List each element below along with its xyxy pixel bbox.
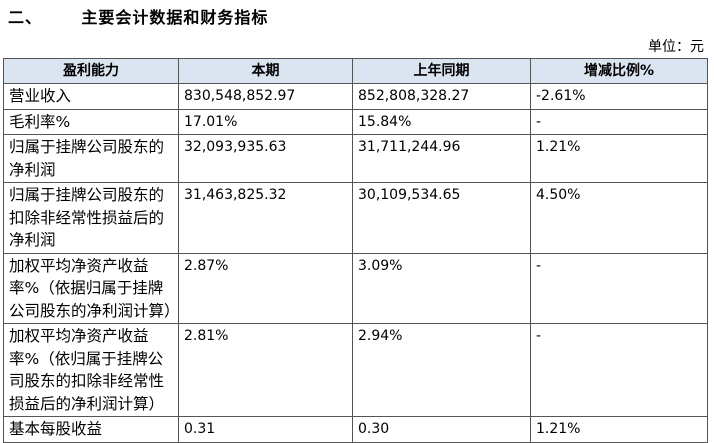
cell: 2.94% [352,323,531,417]
row-label: 基本每股收益 [3,416,179,443]
cell: 2.87% [178,252,353,324]
cell: - [530,252,708,324]
cell: - [530,108,708,135]
header-cell: 本期 [178,58,353,84]
cell: 17.01% [178,108,353,135]
unit-label: 单位：元 [648,39,704,55]
row-label: 归属于挂牌公司股东的扣除非经常性损益后的净利润 [3,182,179,254]
row-label: 毛利率% [3,108,179,135]
cell: 4.50% [530,182,708,254]
table-row: 归属于挂牌公司股东的净利润 32,093,935.63 31,711,244.96 1… [3,134,708,183]
cell: -2.61% [530,83,708,110]
cell: 2.81% [178,323,353,417]
financial-table: 盈利能力 本期 上年同期 增减比例% 营业收入 830,548,852.97 852,80… [3,58,708,443]
cell: 1.21% [530,134,708,183]
table-row: 加权平均净资产收益率%（依据归属于挂牌公司股东的净利润计算） 2.87% 3.09%… [3,252,708,324]
header-row: 盈利能力 本期 上年同期 增减比例% [3,58,708,84]
cell: 15.84% [352,108,531,135]
cell: 30,109,534.65 [352,182,531,254]
cell: 830,548,852.97 [178,83,353,110]
table-row: 营业收入 830,548,852.97 852,808,328.27 -2.61% [3,83,708,110]
cell: 31,463,825.32 [178,182,353,254]
table-row: 归属于挂牌公司股东的扣除非经常性损益后的净利润 31,463,825.32 30,1… [3,182,708,254]
cell: 32,093,935.63 [178,134,353,183]
section-title: 二、 主要会计数据和财务指标 [8,8,269,27]
header-cell: 增减比例% [530,58,708,84]
table-row: 毛利率% 17.01% 15.84% - [3,108,708,135]
cell: 0.31 [178,416,353,443]
table-row: 基本每股收益 0.31 0.30 1.21% [3,416,708,443]
row-label: 加权平均净资产收益率%（依归属于挂牌公司股东的扣除非经常性损益后的净利润计算） [3,323,179,417]
table-row: 加权平均净资产收益率%（依归属于挂牌公司股东的扣除非经常性损益后的净利润计算） 2… [3,323,708,417]
row-label: 归属于挂牌公司股东的净利润 [3,134,179,183]
row-label: 加权平均净资产收益率%（依据归属于挂牌公司股东的净利润计算） [3,252,180,324]
cell: 31,711,244.96 [352,134,531,183]
cell: - [530,323,708,417]
cell: 852,808,328.27 [352,83,531,110]
row-label: 营业收入 [3,83,179,110]
cell: 0.30 [352,416,531,443]
cell: 3.09% [352,252,531,324]
page: {"header": {"title": "二、 主要会计数据和财务指标", "… [3,8,708,443]
table-body: 营业收入 830,548,852.97 852,808,328.27 -2.61% 毛利… [3,83,708,443]
header-cell: 上年同期 [352,58,531,84]
header-cell: 盈利能力 [3,58,179,84]
cell: 1.21% [530,416,708,443]
